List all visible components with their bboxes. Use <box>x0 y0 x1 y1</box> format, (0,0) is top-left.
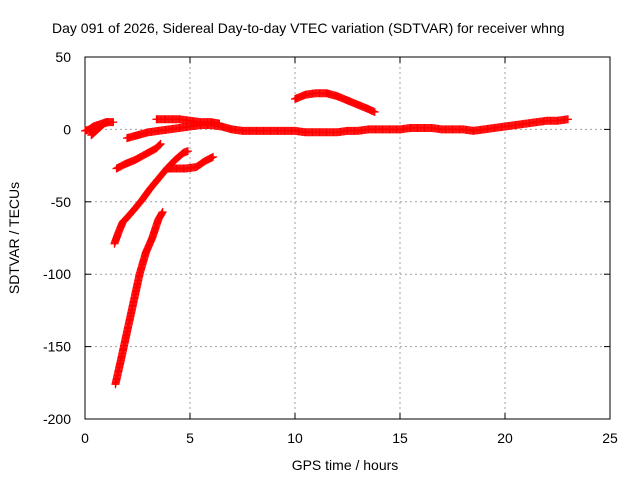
x-tick-label: 20 <box>497 430 513 446</box>
x-tick-label: 10 <box>287 430 303 446</box>
y-tick-label: -200 <box>43 411 71 427</box>
chart-ticks: 0 5 10 15 20 25 -200 -150 -100 -50 0 50 <box>43 49 618 446</box>
data-point-group <box>112 139 165 173</box>
y-tick-label: -50 <box>51 194 71 210</box>
x-tick-label: 15 <box>392 430 408 446</box>
data-point-group <box>162 152 218 173</box>
chart-data-points <box>81 89 572 389</box>
x-tick-label: 0 <box>81 430 89 446</box>
data-point <box>155 140 164 149</box>
x-tick-label: 25 <box>602 430 618 446</box>
y-tick-label: -150 <box>43 339 71 355</box>
x-tick-label: 5 <box>186 430 194 446</box>
data-point <box>370 108 379 117</box>
data-point-group <box>152 115 224 128</box>
data-point <box>158 207 167 216</box>
data-point-group <box>111 207 167 389</box>
y-tick-label: 50 <box>55 49 71 65</box>
data-point <box>155 141 164 150</box>
data-point-group <box>87 118 113 140</box>
y-axis-label: SDTVAR / TECUs <box>6 182 22 294</box>
plot-frame <box>84 56 611 420</box>
y-tick-label: -100 <box>43 266 71 282</box>
data-point <box>104 118 113 127</box>
chart-title: Day 091 of 2026, Sidereal Day-to-day VTE… <box>52 20 565 36</box>
data-point <box>183 147 192 156</box>
y-tick-label: 0 <box>63 121 71 137</box>
chart-grid <box>85 57 610 419</box>
data-point-group <box>291 89 379 117</box>
x-axis-label: GPS time / hours <box>292 457 399 473</box>
data-point <box>156 139 165 148</box>
data-point-group <box>217 115 572 137</box>
data-point <box>564 115 572 124</box>
data-point <box>209 152 218 161</box>
